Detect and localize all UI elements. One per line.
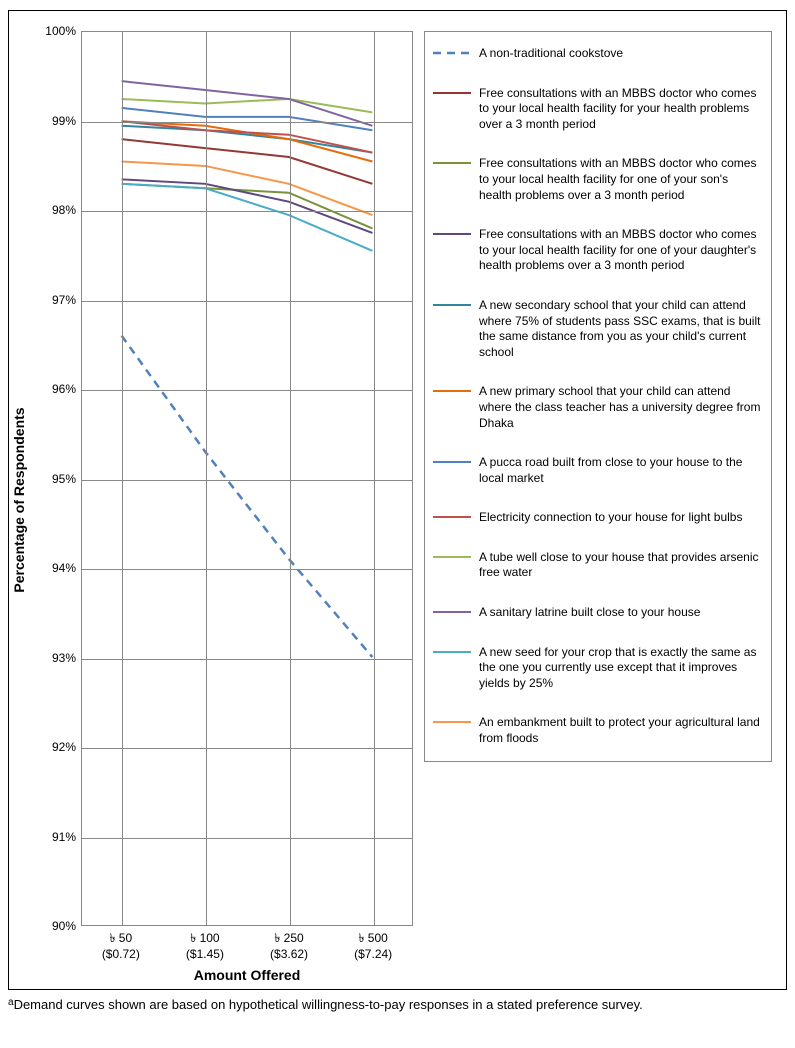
series-line <box>122 99 373 112</box>
legend-label: A pucca road built from close to your ho… <box>479 455 763 486</box>
gridline <box>82 301 412 302</box>
series-line <box>122 179 373 233</box>
legend-label: Free consultations with an MBBS doctor w… <box>479 86 763 133</box>
gridline <box>82 480 412 481</box>
legend-item: A sanitary latrine built close to your h… <box>433 605 763 621</box>
legend-swatch <box>433 86 471 100</box>
legend-item: Free consultations with an MBBS doctor w… <box>433 227 763 274</box>
series-line <box>122 184 373 251</box>
legend-item: A new seed for your crop that is exactly… <box>433 645 763 692</box>
x-axis-label: Amount Offered <box>81 967 413 983</box>
legend-swatch <box>433 298 471 312</box>
legend-swatch <box>433 550 471 564</box>
legend-label: A new primary school that your child can… <box>479 384 763 431</box>
x-tickline <box>206 32 207 925</box>
y-tick-label: 94% <box>52 561 76 575</box>
y-tick-label: 95% <box>52 472 76 486</box>
x-tick-labels: ৳ 50 ($0.72) ৳ 100 ($1.45) ৳ 250 ($3.62) ৳ … <box>81 929 413 963</box>
legend-label: Free consultations with an MBBS doctor w… <box>479 227 763 274</box>
gridline <box>82 659 412 660</box>
y-tick-label: 97% <box>52 293 76 307</box>
legend-swatch <box>433 46 471 60</box>
x-tick-label: ৳ 250 ($3.62) <box>270 931 308 962</box>
x-tick-label: ৳ 100 ($1.45) <box>186 931 224 962</box>
legend-swatch <box>433 384 471 398</box>
legend-swatch <box>433 715 471 729</box>
legend-item: Free consultations with an MBBS doctor w… <box>433 156 763 203</box>
y-tick-label: 98% <box>52 203 76 217</box>
legend-swatch <box>433 510 471 524</box>
legend-swatch <box>433 455 471 469</box>
legend-label: A tube well close to your house that pro… <box>479 550 763 581</box>
legend-label: Electricity connection to your house for… <box>479 510 763 526</box>
caption: aDemand curves shown are based on hypoth… <box>8 996 787 1014</box>
gridline <box>82 122 412 123</box>
y-axis-label: Percentage of Respondents <box>11 407 27 592</box>
series-line <box>122 126 373 153</box>
series-line <box>122 184 373 229</box>
legend-item: Electricity connection to your house for… <box>433 510 763 526</box>
series-line <box>122 121 373 152</box>
legend: A non-traditional cookstove Free consulta… <box>424 31 772 762</box>
legend-item: A non-traditional cookstove <box>433 46 763 62</box>
legend-item: A pucca road built from close to your ho… <box>433 455 763 486</box>
legend-item: A new secondary school that your child c… <box>433 298 763 360</box>
x-tickline <box>374 32 375 925</box>
y-tick-label: 96% <box>52 382 76 396</box>
legend-swatch <box>433 605 471 619</box>
chart-lines-svg <box>82 32 412 925</box>
legend-label: An embankment built to protect your agri… <box>479 715 763 746</box>
legend-swatch <box>433 227 471 241</box>
plot-area <box>81 31 413 926</box>
y-tick-label: 99% <box>52 114 76 128</box>
x-tick-label: ৳ 50 ($0.72) <box>102 931 140 962</box>
gridline <box>82 838 412 839</box>
y-tick-label: 93% <box>52 651 76 665</box>
x-tick-label: ৳ 500 ($7.24) <box>354 931 392 962</box>
legend-label: A new secondary school that your child c… <box>479 298 763 360</box>
y-tick-label: 100% <box>45 24 76 38</box>
gridline <box>82 211 412 212</box>
gridline <box>82 390 412 391</box>
x-tickline <box>122 32 123 925</box>
series-line <box>122 81 373 126</box>
legend-label: Free consultations with an MBBS doctor w… <box>479 156 763 203</box>
series-line <box>122 336 373 657</box>
legend-swatch <box>433 156 471 170</box>
legend-item: A new primary school that your child can… <box>433 384 763 431</box>
caption-text: Demand curves shown are based on hypothe… <box>14 997 643 1012</box>
x-tickline <box>290 32 291 925</box>
y-tick-label: 90% <box>52 919 76 933</box>
legend-item: A tube well close to your house that pro… <box>433 550 763 581</box>
legend-swatch <box>433 645 471 659</box>
legend-label: A new seed for your crop that is exactly… <box>479 645 763 692</box>
legend-label: A non-traditional cookstove <box>479 46 763 62</box>
gridline <box>82 569 412 570</box>
legend-item: An embankment built to protect your agri… <box>433 715 763 746</box>
y-tick-label: 91% <box>52 830 76 844</box>
legend-item: Free consultations with an MBBS doctor w… <box>433 86 763 133</box>
chart-frame: 90% 91% 92% 93% 94% 95% 96% 97% 98% 99% 100% ৳ 50 … <box>8 10 787 990</box>
y-tick-label: 92% <box>52 740 76 754</box>
gridline <box>82 748 412 749</box>
series-line <box>122 161 373 215</box>
legend-label: A sanitary latrine built close to your h… <box>479 605 763 621</box>
